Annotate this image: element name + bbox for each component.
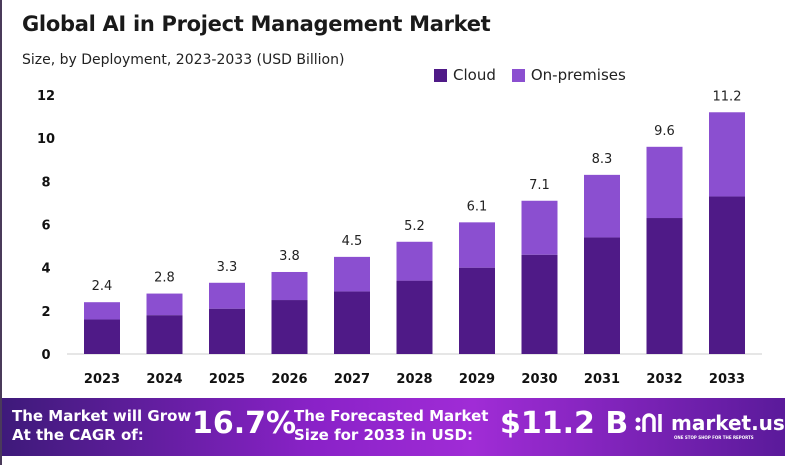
data-label-2024: 2.8 [154,271,175,286]
cagr-value: 16.7% [192,406,297,441]
data-label-2023: 2.4 [92,279,113,294]
chart-subtitle: Size, by Deployment, 2023-2033 (USD Bill… [22,52,345,68]
y-tick-label: 6 [41,219,50,234]
market-us-logo-icon [635,413,662,432]
y-tick-label: 12 [37,89,55,104]
x-tick-label: 2028 [396,372,432,387]
bar-chart: 0 2 4 6 8 10 12 2.4 2023 2.8 2024 3.3 2025 3.8 2026 4.5… [37,89,762,387]
footer-banner: The Market will Grow At the CAGR of: 16.… [2,398,785,456]
bar-on-premises-2027 [334,256,370,292]
x-tick-label: 2024 [146,372,182,387]
bar-cloud-2031 [584,237,620,354]
bar-on-premises-2028 [396,241,433,281]
bar-cloud-2023 [84,319,120,354]
x-tick-label: 2026 [271,372,307,387]
legend-item-on-premises: On-premises [511,66,626,84]
chart-title: Global AI in Project Management Market [22,12,491,36]
legend-swatch-on-premises [511,68,525,82]
data-label-2029: 6.1 [467,199,488,214]
y-tick-label: 2 [41,305,50,320]
x-tick-label: 2032 [646,372,682,387]
x-tick-label: 2030 [521,372,557,387]
legend-label-on-premises: On-premises [530,66,626,84]
bar-cloud-2027 [334,291,370,354]
bar-on-premises-2033 [709,112,745,197]
market-us-logo: market.us ONE STOP SHOP FOR THE REPORTS [634,410,785,440]
y-tick-label: 8 [41,175,50,190]
y-tick-label: 4 [41,262,50,277]
bar-on-premises-2031 [584,174,620,238]
legend-swatch-cloud [434,68,447,82]
forecast-label: The Forecasted Market Size for 2033 in U… [294,407,488,445]
y-tick-label: 10 [37,132,55,147]
cagr-label-line2: At the CAGR of: [12,426,144,444]
data-label-2032: 9.6 [654,124,675,139]
bar-on-premises-2032 [646,146,683,219]
legend: Cloud On-premises [434,66,626,84]
cagr-label: The Market will Grow At the CAGR of: [12,407,191,445]
bar-cloud-2033 [709,196,745,354]
bar-on-premises-2024 [146,293,183,316]
cagr-label-line1: The Market will Grow [12,407,192,425]
data-label-2028: 5.2 [404,219,425,234]
data-label-2031: 8.3 [592,152,613,167]
bar-on-premises-2026 [271,271,308,301]
legend-item-cloud: Cloud [434,66,496,84]
x-tick-label: 2023 [84,372,120,387]
data-label-2033: 11.2 [713,89,742,104]
y-tick-label: 0 [41,348,50,363]
data-label-2027: 4.5 [342,234,363,249]
bar-cloud-2028 [396,280,433,354]
bar-on-premises-2029 [459,222,495,268]
legend-label-cloud: Cloud [453,66,496,84]
bar-cloud-2032 [646,218,683,354]
x-tick-label: 2033 [709,372,745,387]
data-label-2026: 3.8 [279,249,300,264]
bar-cloud-2026 [271,300,308,354]
forecast-label-line1: The Forecasted Market [294,407,489,425]
data-label-2030: 7.1 [529,178,550,193]
bar-cloud-2024 [146,315,183,354]
forecast-value: $11.2 B [500,406,629,441]
forecast-label-line2: Size for 2033 in USD: [294,426,473,444]
logo-text: market.us [671,411,785,435]
bar-cloud-2029 [459,267,495,354]
x-tick-label: 2031 [584,372,620,387]
bar-on-premises-2023 [84,302,120,320]
logo-tagline: ONE STOP SHOP FOR THE REPORTS [674,435,754,440]
bar-cloud-2025 [209,308,245,354]
data-label-2025: 3.3 [217,260,238,275]
x-tick-label: 2029 [459,372,495,387]
x-tick-label: 2027 [334,372,370,387]
bar-on-premises-2030 [521,200,558,255]
x-tick-label: 2025 [209,372,245,387]
bar-on-premises-2025 [209,282,245,309]
bar-cloud-2030 [521,254,558,354]
